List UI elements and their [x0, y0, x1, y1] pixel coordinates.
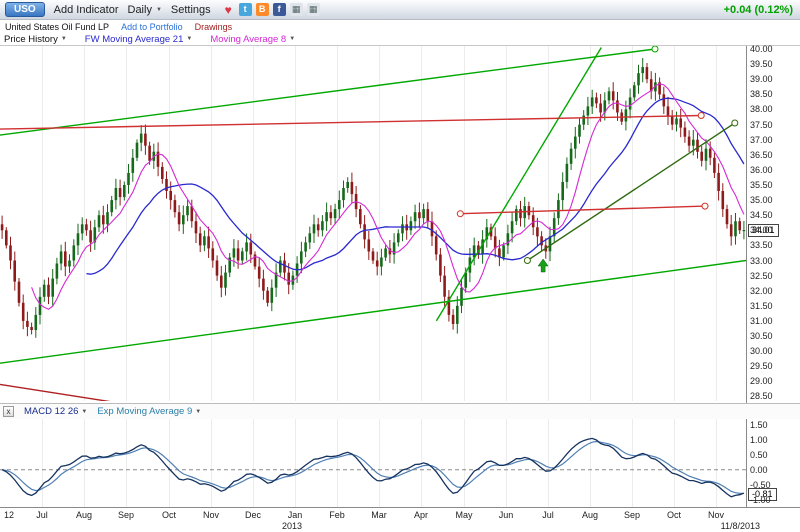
ma21-label: FW Moving Average 21 [84, 33, 184, 45]
price-chart-area[interactable] [0, 45, 747, 404]
timeframe-label: Daily [127, 3, 152, 16]
x-axis-label: Apr [413, 510, 429, 520]
price-axis-label: 31.50 [750, 301, 773, 311]
macd-axis-label: -1.00 [750, 495, 771, 505]
price-chart-canvas[interactable] [0, 45, 747, 404]
price-axis-label: 30.50 [750, 331, 773, 341]
macd-chart-area[interactable] [0, 419, 746, 507]
chart-legend: Price History ▼ FW Moving Average 21 ▼ M… [0, 33, 800, 46]
price-axis-label: 33.50 [750, 240, 773, 250]
price-axis-label: 36.50 [750, 150, 773, 160]
timeframe-dropdown[interactable]: Daily ▼ [128, 4, 162, 16]
price-axis-label: 35.00 [750, 195, 773, 205]
price-axis: 34.01 40.00 39.50 39.00 38.50 38.00 37.50 37.0… [746, 44, 800, 403]
add-to-portfolio-link[interactable]: Add to Portfolio [121, 21, 183, 32]
favorite-heart-icon[interactable]: ♥ [224, 2, 232, 17]
facebook-icon[interactable]: f [272, 3, 286, 16]
twitter-icon[interactable]: t [238, 3, 252, 16]
macd-axis-label: 1.00 [750, 435, 768, 445]
x-axis-label: Aug [75, 510, 93, 520]
price-axis-label: 31.00 [750, 316, 773, 326]
ticker-symbol-badge[interactable]: USO [5, 2, 45, 17]
instrument-title: United States Oil Fund LP [5, 21, 110, 32]
macd-axis-label: 0.50 [750, 450, 768, 460]
x-axis-label: Sep [623, 510, 641, 520]
macd-signal-label: Exp Moving Average 9 [97, 406, 193, 417]
macd-axis-label: 1.50 [750, 420, 768, 430]
price-axis-label: 35.50 [750, 180, 773, 190]
price-axis-label: 38.50 [750, 89, 773, 99]
price-axis-label: 29.00 [750, 376, 773, 386]
price-axis-label: 34.00 [750, 225, 773, 235]
price-axis-label: 32.00 [750, 286, 773, 296]
macd-close-button[interactable]: x [3, 406, 14, 417]
price-axis-label: 33.00 [750, 256, 773, 266]
macd-axis-label: -0.50 [750, 480, 771, 490]
x-axis-label: Jul [36, 510, 48, 520]
macd-indicator-label: MACD 12 26 [24, 406, 79, 417]
x-axis-label: Mar [371, 510, 387, 520]
price-change: +0.04 (0.12%) [723, 3, 793, 16]
x-axis-label: Jan [287, 510, 303, 520]
blog-icon[interactable]: B [255, 3, 269, 16]
x-axis-label: Sep [117, 510, 135, 520]
x-axis-label: Nov [202, 510, 220, 520]
macd-value-box: -0.81 [748, 488, 777, 501]
ma8-label: Moving Average 8 [210, 33, 287, 45]
macd-signal-dropdown[interactable]: Exp Moving Average 9 ▼ [97, 406, 201, 417]
add-indicator-button[interactable]: Add Indicator [53, 3, 119, 16]
price-axis-label: 37.00 [750, 135, 773, 145]
chevron-down-icon: ▼ [81, 408, 88, 415]
x-axis-label: Oct [161, 510, 177, 520]
time-axis: 12 Jul Aug Sep Oct Nov Dec Jan Feb Mar Apr May Jun Ju… [0, 507, 800, 532]
ma21-dropdown[interactable]: FW Moving Average 21 ▼ [85, 34, 193, 45]
price-axis-label: 34.50 [750, 210, 773, 220]
x-axis-label: Aug [581, 510, 599, 520]
chevron-down-icon: ▼ [186, 36, 193, 42]
price-axis-label: 39.00 [750, 74, 773, 84]
price-axis-label: 29.50 [750, 361, 773, 371]
x-axis-label: Jul [542, 510, 554, 520]
chevron-down-icon: ▼ [155, 6, 162, 13]
ma8-dropdown[interactable]: Moving Average 8 ▼ [210, 34, 295, 45]
price-axis-label: 28.50 [750, 391, 773, 401]
x-axis-label: Jun [498, 510, 514, 520]
x-axis-label: Dec [244, 510, 262, 520]
price-history-label: Price History [4, 33, 58, 45]
year-label: 2013 [282, 521, 303, 531]
price-axis-label: 40.00 [750, 44, 773, 54]
chevron-down-icon: ▼ [195, 408, 202, 415]
x-axis-label: Feb [329, 510, 345, 520]
new-window-icon[interactable]: ▦ [306, 3, 320, 16]
last-price-box: 34.01 [748, 224, 779, 237]
chart-window-icon[interactable]: ▦ [289, 3, 303, 16]
settings-button[interactable]: Settings [170, 3, 211, 16]
macd-axis: -0.81 1.50 1.00 0.50 0.00 -0.50 -1.00 [746, 419, 800, 507]
x-axis-label: May [455, 510, 473, 520]
macd-indicator-dropdown[interactable]: MACD 12 26 ▼ [24, 406, 87, 417]
chevron-down-icon: ▼ [289, 36, 296, 42]
x-axis-label: Oct [666, 510, 682, 520]
price-axis-label: 38.00 [750, 104, 773, 114]
price-axis-label: 39.50 [750, 59, 773, 69]
macd-axis-label: 0.00 [750, 465, 768, 475]
x-axis-label: Nov [707, 510, 725, 520]
current-date-label: 11/8/2013 [720, 521, 760, 531]
price-axis-label: 36.00 [750, 165, 773, 175]
instrument-header: United States Oil Fund LP Add to Portfol… [0, 20, 800, 33]
price-axis-label: 37.50 [750, 120, 773, 130]
price-axis-label: 32.50 [750, 271, 773, 281]
x-axis-label: 12 [4, 510, 15, 520]
price-history-dropdown[interactable]: Price History ▼ [4, 34, 67, 45]
macd-chart-canvas[interactable] [0, 419, 746, 507]
price-axis-label: 30.00 [750, 346, 773, 356]
drawings-link[interactable]: Drawings [194, 21, 233, 32]
chevron-down-icon: ▼ [60, 36, 67, 42]
macd-panel-header: x MACD 12 26 ▼ Exp Moving Average 9 ▼ [0, 403, 800, 419]
